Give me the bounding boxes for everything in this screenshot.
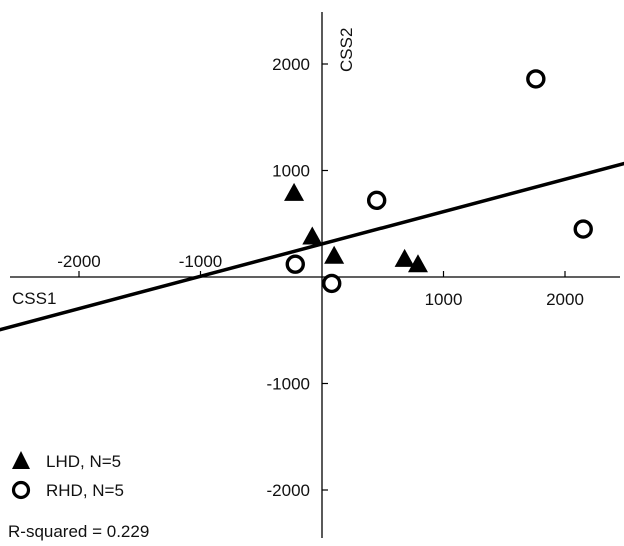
- y-tick-label: 1000: [272, 162, 310, 181]
- x-tick-label: 1000: [425, 290, 463, 309]
- rhd-point: [573, 219, 593, 239]
- rhd-point: [366, 190, 387, 211]
- regression-line: [0, 161, 624, 332]
- y-tick-label: -2000: [267, 481, 310, 500]
- rhd-point: [322, 273, 342, 294]
- r-squared-annotation: R-squared = 0.229: [8, 522, 149, 541]
- x-tick-label: 2000: [546, 290, 584, 309]
- rhd-point: [285, 254, 305, 274]
- lhd-point: [302, 226, 323, 245]
- legend-triangle-marker: [12, 451, 30, 469]
- legend-label-lhd: LHD, N=5: [46, 452, 121, 471]
- y-tick-label: -1000: [267, 375, 310, 394]
- lhd-point: [324, 245, 345, 264]
- axis-ticks: -2000 -1000 1000 2000 2000 1000 -1000 -2000: [57, 55, 584, 500]
- lhd-point: [407, 254, 428, 273]
- x-axis-title: CSS1: [12, 289, 56, 308]
- legend: LHD, N=5 RHD, N=5: [11, 451, 124, 500]
- legend-label-rhd: RHD, N=5: [46, 481, 124, 500]
- data-points: [284, 69, 593, 294]
- lhd-point: [284, 182, 305, 201]
- lhd-point: [394, 248, 415, 267]
- y-axis-title: CSS2: [337, 28, 356, 72]
- x-tick-label: -2000: [57, 252, 100, 271]
- axes: [10, 12, 620, 538]
- y-tick-label: 2000: [272, 55, 310, 74]
- regression-layer: [0, 161, 624, 332]
- rhd-point: [526, 69, 546, 89]
- x-tick-label: -1000: [179, 252, 222, 271]
- legend-circle-marker: [11, 480, 31, 500]
